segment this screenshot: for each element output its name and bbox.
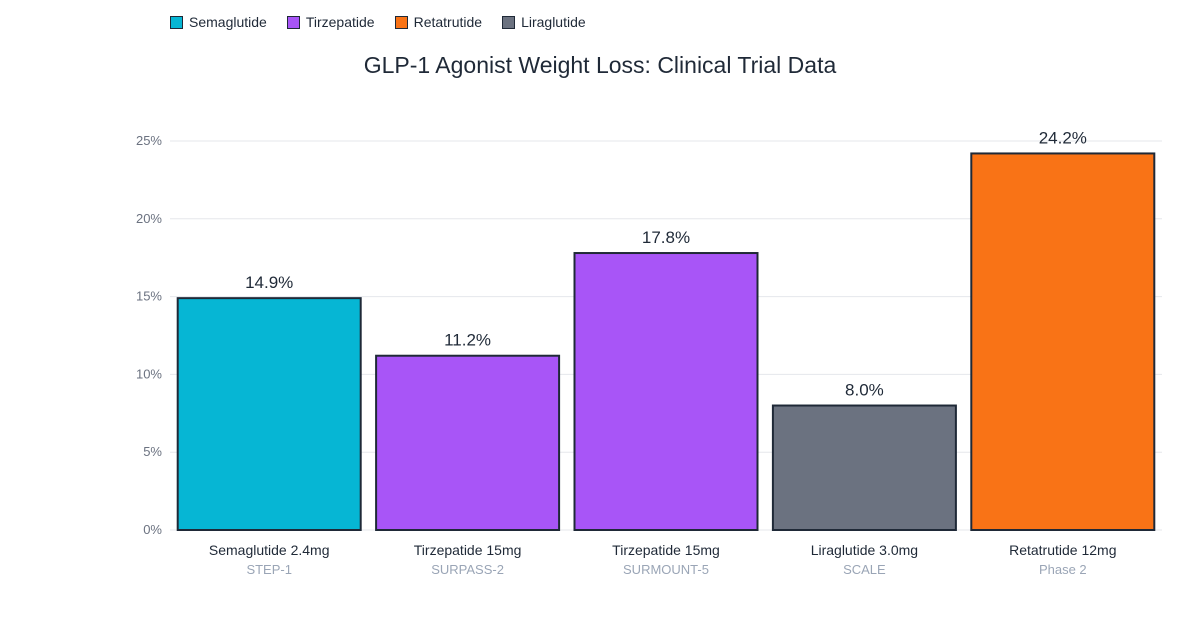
y-tick-label-0: 0% bbox=[143, 522, 162, 537]
x-axis-labels: Semaglutide 2.4mg STEP-1 Tirzepatide 15mg S… bbox=[209, 542, 1117, 577]
bar-scale[interactable] bbox=[771, 404, 957, 531]
x-tick-label-surpass-2: Tirzepatide 15mg bbox=[414, 542, 522, 558]
x-tick-label-scale: Liraglutide 3.0mg bbox=[811, 542, 918, 558]
bars bbox=[176, 152, 1156, 531]
y-tick-label-15: 15% bbox=[136, 289, 162, 304]
legend-label-semaglutide: Semaglutide bbox=[189, 14, 267, 30]
y-axis-ticks: 0% 5% 10% 15% 20% 25% bbox=[136, 133, 162, 537]
data-label-phase-2: 24.2% bbox=[1039, 128, 1087, 147]
data-label-surmount-5: 17.8% bbox=[642, 228, 690, 247]
y-tick-label-5: 5% bbox=[143, 444, 162, 459]
legend-item-liraglutide[interactable]: Liraglutide bbox=[502, 14, 586, 30]
legend-swatch-retatrutide bbox=[394, 15, 408, 29]
y-tick-label-25: 25% bbox=[136, 133, 162, 148]
legend-label-retatrutide: Retatrutide bbox=[413, 14, 483, 30]
legend: Semaglutide Tirzepatide Retatrutide Lira… bbox=[170, 12, 586, 32]
bar-surpass-2[interactable] bbox=[375, 354, 561, 531]
legend-item-tirzepatide[interactable]: Tirzepatide bbox=[286, 14, 375, 30]
x-sub-label-phase-2: Phase 2 bbox=[1039, 562, 1087, 577]
bar-step-1[interactable] bbox=[176, 297, 362, 531]
legend-item-retatrutide[interactable]: Retatrutide bbox=[394, 14, 483, 30]
x-sub-label-scale: SCALE bbox=[843, 562, 886, 577]
data-label-step-1: 14.9% bbox=[245, 273, 293, 292]
bar-surmount-5[interactable] bbox=[573, 252, 759, 531]
y-tick-label-20: 20% bbox=[136, 211, 162, 226]
legend-swatch-semaglutide bbox=[170, 15, 183, 29]
x-tick-label-surmount-5: Tirzepatide 15mg bbox=[612, 542, 720, 558]
x-sub-label-surpass-2: SURPASS-2 bbox=[431, 562, 504, 577]
data-label-surpass-2: 11.2% bbox=[444, 331, 491, 350]
x-tick-label-phase-2: Retatrutide 12mg bbox=[1009, 542, 1116, 558]
legend-item-semaglutide[interactable]: Semaglutide bbox=[170, 14, 267, 30]
x-sub-label-step-1: STEP-1 bbox=[246, 562, 292, 577]
data-labels: 14.9% 11.2% 17.8% 8.0% 24.2% bbox=[245, 128, 1087, 399]
bar-phase-2[interactable] bbox=[970, 152, 1156, 531]
legend-swatch-liraglutide bbox=[502, 15, 516, 29]
chart-title: GLP-1 Agonist Weight Loss: Clinical Tria… bbox=[364, 52, 837, 78]
y-tick-label-10: 10% bbox=[136, 366, 162, 381]
legend-label-tirzepatide: Tirzepatide bbox=[305, 14, 375, 30]
data-label-scale: 8.0% bbox=[845, 381, 884, 400]
x-sub-label-surmount-5: SURMOUNT-5 bbox=[623, 562, 709, 577]
x-tick-label-step-1: Semaglutide 2.4mg bbox=[209, 542, 330, 558]
legend-label-liraglutide: Liraglutide bbox=[521, 14, 586, 30]
legend-swatch-tirzepatide bbox=[286, 15, 300, 29]
